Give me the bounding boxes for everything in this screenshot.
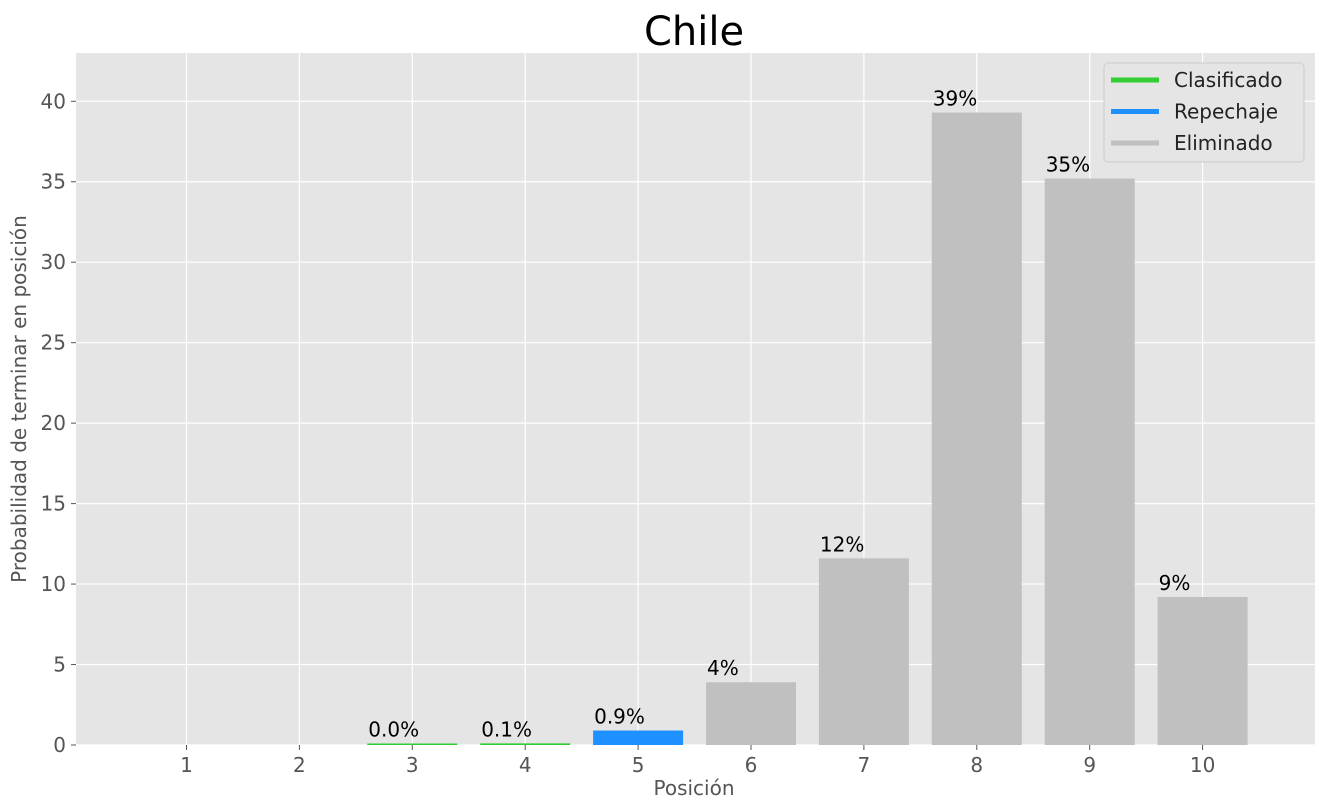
y-tick-label: 35 <box>41 170 66 194</box>
bars <box>367 112 1248 745</box>
legend-label-repechaje: Repechaje <box>1174 100 1278 124</box>
x-axis-label: Posición <box>653 776 734 800</box>
bar-8 <box>931 112 1022 745</box>
y-axis-ticks: 0 5 10 15 20 25 30 35 40 <box>41 89 76 757</box>
x-axis-ticks: 1 2 3 4 5 6 7 8 9 10 <box>180 745 1215 777</box>
x-tick-label: 1 <box>180 753 193 777</box>
x-tick-label: 4 <box>519 753 532 777</box>
legend-label-clasificado: Clasificado <box>1174 68 1283 92</box>
bar-10 <box>1157 596 1248 745</box>
x-tick-label: 3 <box>406 753 419 777</box>
legend-box <box>1103 62 1305 163</box>
x-tick-label: 7 <box>858 753 871 777</box>
chart-title: Chile <box>644 9 744 55</box>
x-tick-label: 2 <box>293 753 306 777</box>
bar-label-9: 35% <box>1046 153 1090 177</box>
bar-5 <box>593 730 684 745</box>
y-tick-label: 30 <box>41 250 66 274</box>
bar-labels: 0.0% 0.1% 0.9% 4% 12% 39% 35% 9% <box>368 87 1190 742</box>
legend: Clasificado Repechaje Eliminado <box>1103 62 1305 163</box>
x-tick-label: 6 <box>745 753 758 777</box>
y-tick-label: 10 <box>41 572 66 596</box>
y-tick-label: 5 <box>53 653 66 677</box>
bar-6 <box>706 682 796 745</box>
bar-label-6: 4% <box>707 656 739 680</box>
bar-label-8: 39% <box>933 87 977 111</box>
x-tick-label: 5 <box>632 753 645 777</box>
y-axis-label: Probabilidad de terminar en posición <box>7 215 31 583</box>
y-tick-label: 25 <box>41 331 66 355</box>
x-tick-label: 10 <box>1190 753 1215 777</box>
bar-4 <box>480 743 571 745</box>
bar-label-7: 12% <box>820 532 864 556</box>
bar-9 <box>1044 178 1135 745</box>
bar-label-3: 0.0% <box>368 718 419 742</box>
y-tick-label: 20 <box>41 411 66 435</box>
bar-label-5: 0.9% <box>594 705 645 729</box>
x-tick-label: 9 <box>1083 753 1096 777</box>
bar-7 <box>818 558 909 745</box>
legend-label-eliminado: Eliminado <box>1174 131 1273 155</box>
y-tick-label: 0 <box>53 733 66 757</box>
y-tick-label: 15 <box>41 492 66 516</box>
y-tick-label: 40 <box>41 89 66 113</box>
bar-3 <box>367 743 458 745</box>
bar-label-4: 0.1% <box>481 717 532 741</box>
bar-label-10: 9% <box>1159 571 1191 595</box>
x-tick-label: 8 <box>970 753 983 777</box>
